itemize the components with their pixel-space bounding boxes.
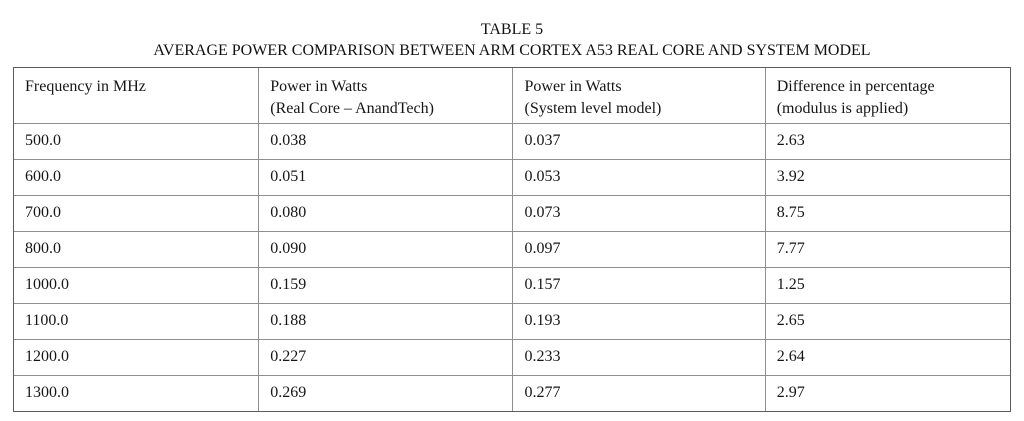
- header-power-real-core-line1: Power in Watts: [270, 78, 368, 95]
- cell-difference: 2.97: [764, 375, 1012, 412]
- cell-power-real: 0.227: [258, 339, 514, 376]
- cell-frequency: 1200.0: [12, 339, 260, 376]
- table-row: 1200.0 0.227 0.233 2.64: [12, 339, 1012, 376]
- header-frequency-line1: Frequency in MHz: [25, 78, 146, 95]
- table-number: TABLE 5: [480, 21, 544, 38]
- cell-power-real: 0.038: [258, 123, 514, 160]
- table-title: AVERAGE POWER COMPARISON BETWEEN ARM COR…: [153, 42, 871, 59]
- cell-power-real: 0.080: [258, 195, 514, 232]
- header-difference-percentage-line1: Difference in percentage: [776, 78, 935, 95]
- table-row: 1100.0 0.188 0.193 2.65: [12, 303, 1012, 340]
- table-row: 1300.0 0.269 0.277 2.97: [12, 375, 1012, 412]
- cell-power-real: 0.090: [258, 231, 514, 268]
- header-power-real-core-line2: (Real Core – AnandTech): [270, 100, 434, 117]
- cell-power-system: 0.157: [512, 267, 766, 304]
- power-comparison-table: Frequency in MHz Power in Watts (Real Co…: [12, 67, 1012, 412]
- cell-frequency: 800.0: [12, 231, 260, 268]
- cell-frequency: 700.0: [12, 195, 260, 232]
- header-power-system-model-line1: Power in Watts: [524, 78, 622, 95]
- cell-frequency: 1100.0: [12, 303, 260, 340]
- cell-difference: 2.64: [764, 339, 1012, 376]
- header-power-system-model-line2: (System level model): [524, 100, 662, 117]
- cell-power-system: 0.073: [512, 195, 766, 232]
- header-difference-percentage: Difference in percentage (modulus is app…: [764, 67, 1012, 124]
- cell-difference: 7.77: [764, 231, 1012, 268]
- cell-power-system: 0.277: [512, 375, 766, 412]
- table-row: 500.0 0.038 0.037 2.63: [12, 123, 1012, 160]
- cell-power-real: 0.051: [258, 159, 514, 196]
- cell-frequency: 1300.0: [12, 375, 260, 412]
- cell-power-system: 0.053: [512, 159, 766, 196]
- cell-power-real: 0.269: [258, 375, 514, 412]
- table-row: 800.0 0.090 0.097 7.77: [12, 231, 1012, 268]
- header-frequency: Frequency in MHz: [12, 67, 260, 124]
- header-row: Frequency in MHz Power in Watts (Real Co…: [12, 67, 1012, 124]
- cell-power-system: 0.193: [512, 303, 766, 340]
- header-power-system-model: Power in Watts (System level model): [512, 67, 766, 124]
- cell-difference: 2.63: [764, 123, 1012, 160]
- cell-difference: 3.92: [764, 159, 1012, 196]
- cell-difference: 2.65: [764, 303, 1012, 340]
- table-container: Frequency in MHz Power in Watts (Real Co…: [12, 67, 1012, 412]
- cell-frequency: 600.0: [12, 159, 260, 196]
- header-power-real-core: Power in Watts (Real Core – AnandTech): [258, 67, 514, 124]
- cell-difference: 8.75: [764, 195, 1012, 232]
- cell-power-real: 0.159: [258, 267, 514, 304]
- table-row: 1000.0 0.159 0.157 1.25: [12, 267, 1012, 304]
- table-row: 600.0 0.051 0.053 3.92: [12, 159, 1012, 196]
- table-caption: TABLE 5 AVERAGE POWER COMPARISON BETWEEN…: [0, 19, 1024, 61]
- table-row: 700.0 0.080 0.073 8.75: [12, 195, 1012, 232]
- cell-power-system: 0.037: [512, 123, 766, 160]
- header-difference-percentage-line2: (modulus is applied): [776, 100, 909, 117]
- cell-power-system: 0.097: [512, 231, 766, 268]
- cell-power-system: 0.233: [512, 339, 766, 376]
- cell-power-real: 0.188: [258, 303, 514, 340]
- cell-frequency: 500.0: [12, 123, 260, 160]
- cell-frequency: 1000.0: [12, 267, 260, 304]
- cell-difference: 1.25: [764, 267, 1012, 304]
